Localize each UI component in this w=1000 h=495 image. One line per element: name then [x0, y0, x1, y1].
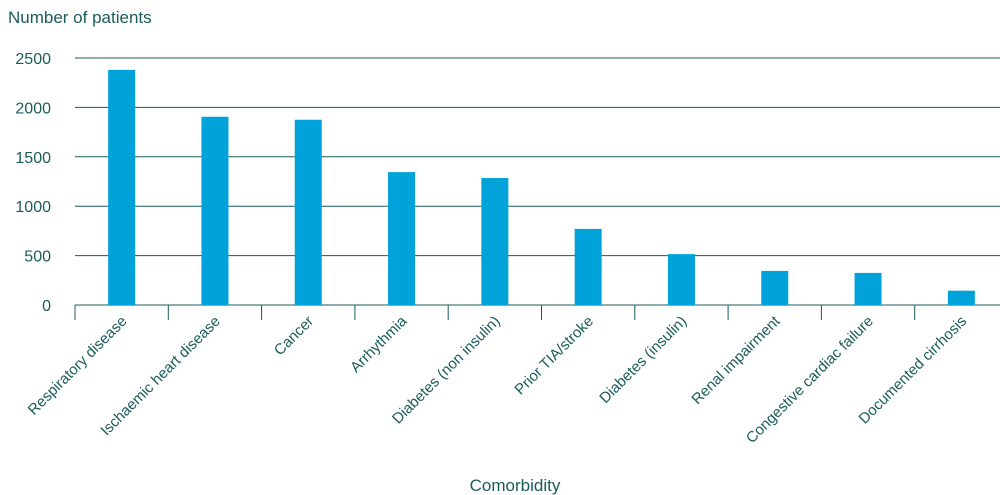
bar	[947, 290, 975, 305]
bar	[294, 119, 322, 305]
y-axis-title: Number of patients	[8, 8, 152, 27]
x-axis	[74, 305, 916, 320]
y-tick-label: 0	[42, 298, 51, 315]
bars	[108, 69, 975, 305]
gridlines	[75, 57, 1000, 306]
category-label: Cancer	[271, 313, 317, 359]
category-label: Prior TIA/stroke	[511, 313, 597, 399]
x-axis-title: Comorbidity	[470, 476, 561, 495]
y-tick-label: 1000	[15, 199, 51, 216]
bar	[201, 116, 229, 305]
bar	[854, 272, 882, 305]
category-label: Documented cirrhosis	[856, 313, 971, 428]
bar	[574, 228, 602, 305]
y-tick-label: 1500	[15, 150, 51, 167]
category-label: Respiratory disease	[25, 313, 131, 419]
category-label: Diabetes (non insulin)	[389, 313, 504, 428]
y-tick-label: 500	[24, 249, 51, 266]
category-label: Renal impairment	[688, 312, 784, 408]
bar	[108, 69, 136, 305]
bar	[667, 254, 695, 305]
bar	[388, 172, 416, 305]
category-label: Diabetes (insulin)	[596, 313, 690, 407]
bar	[761, 270, 789, 305]
y-axis-ticks: 0 500 1000 1500 2000 2500	[15, 51, 51, 315]
y-tick-label: 2000	[15, 100, 51, 117]
y-tick-label: 2500	[15, 51, 51, 68]
category-label: Arrhythmia	[347, 312, 411, 376]
bar	[481, 178, 509, 305]
